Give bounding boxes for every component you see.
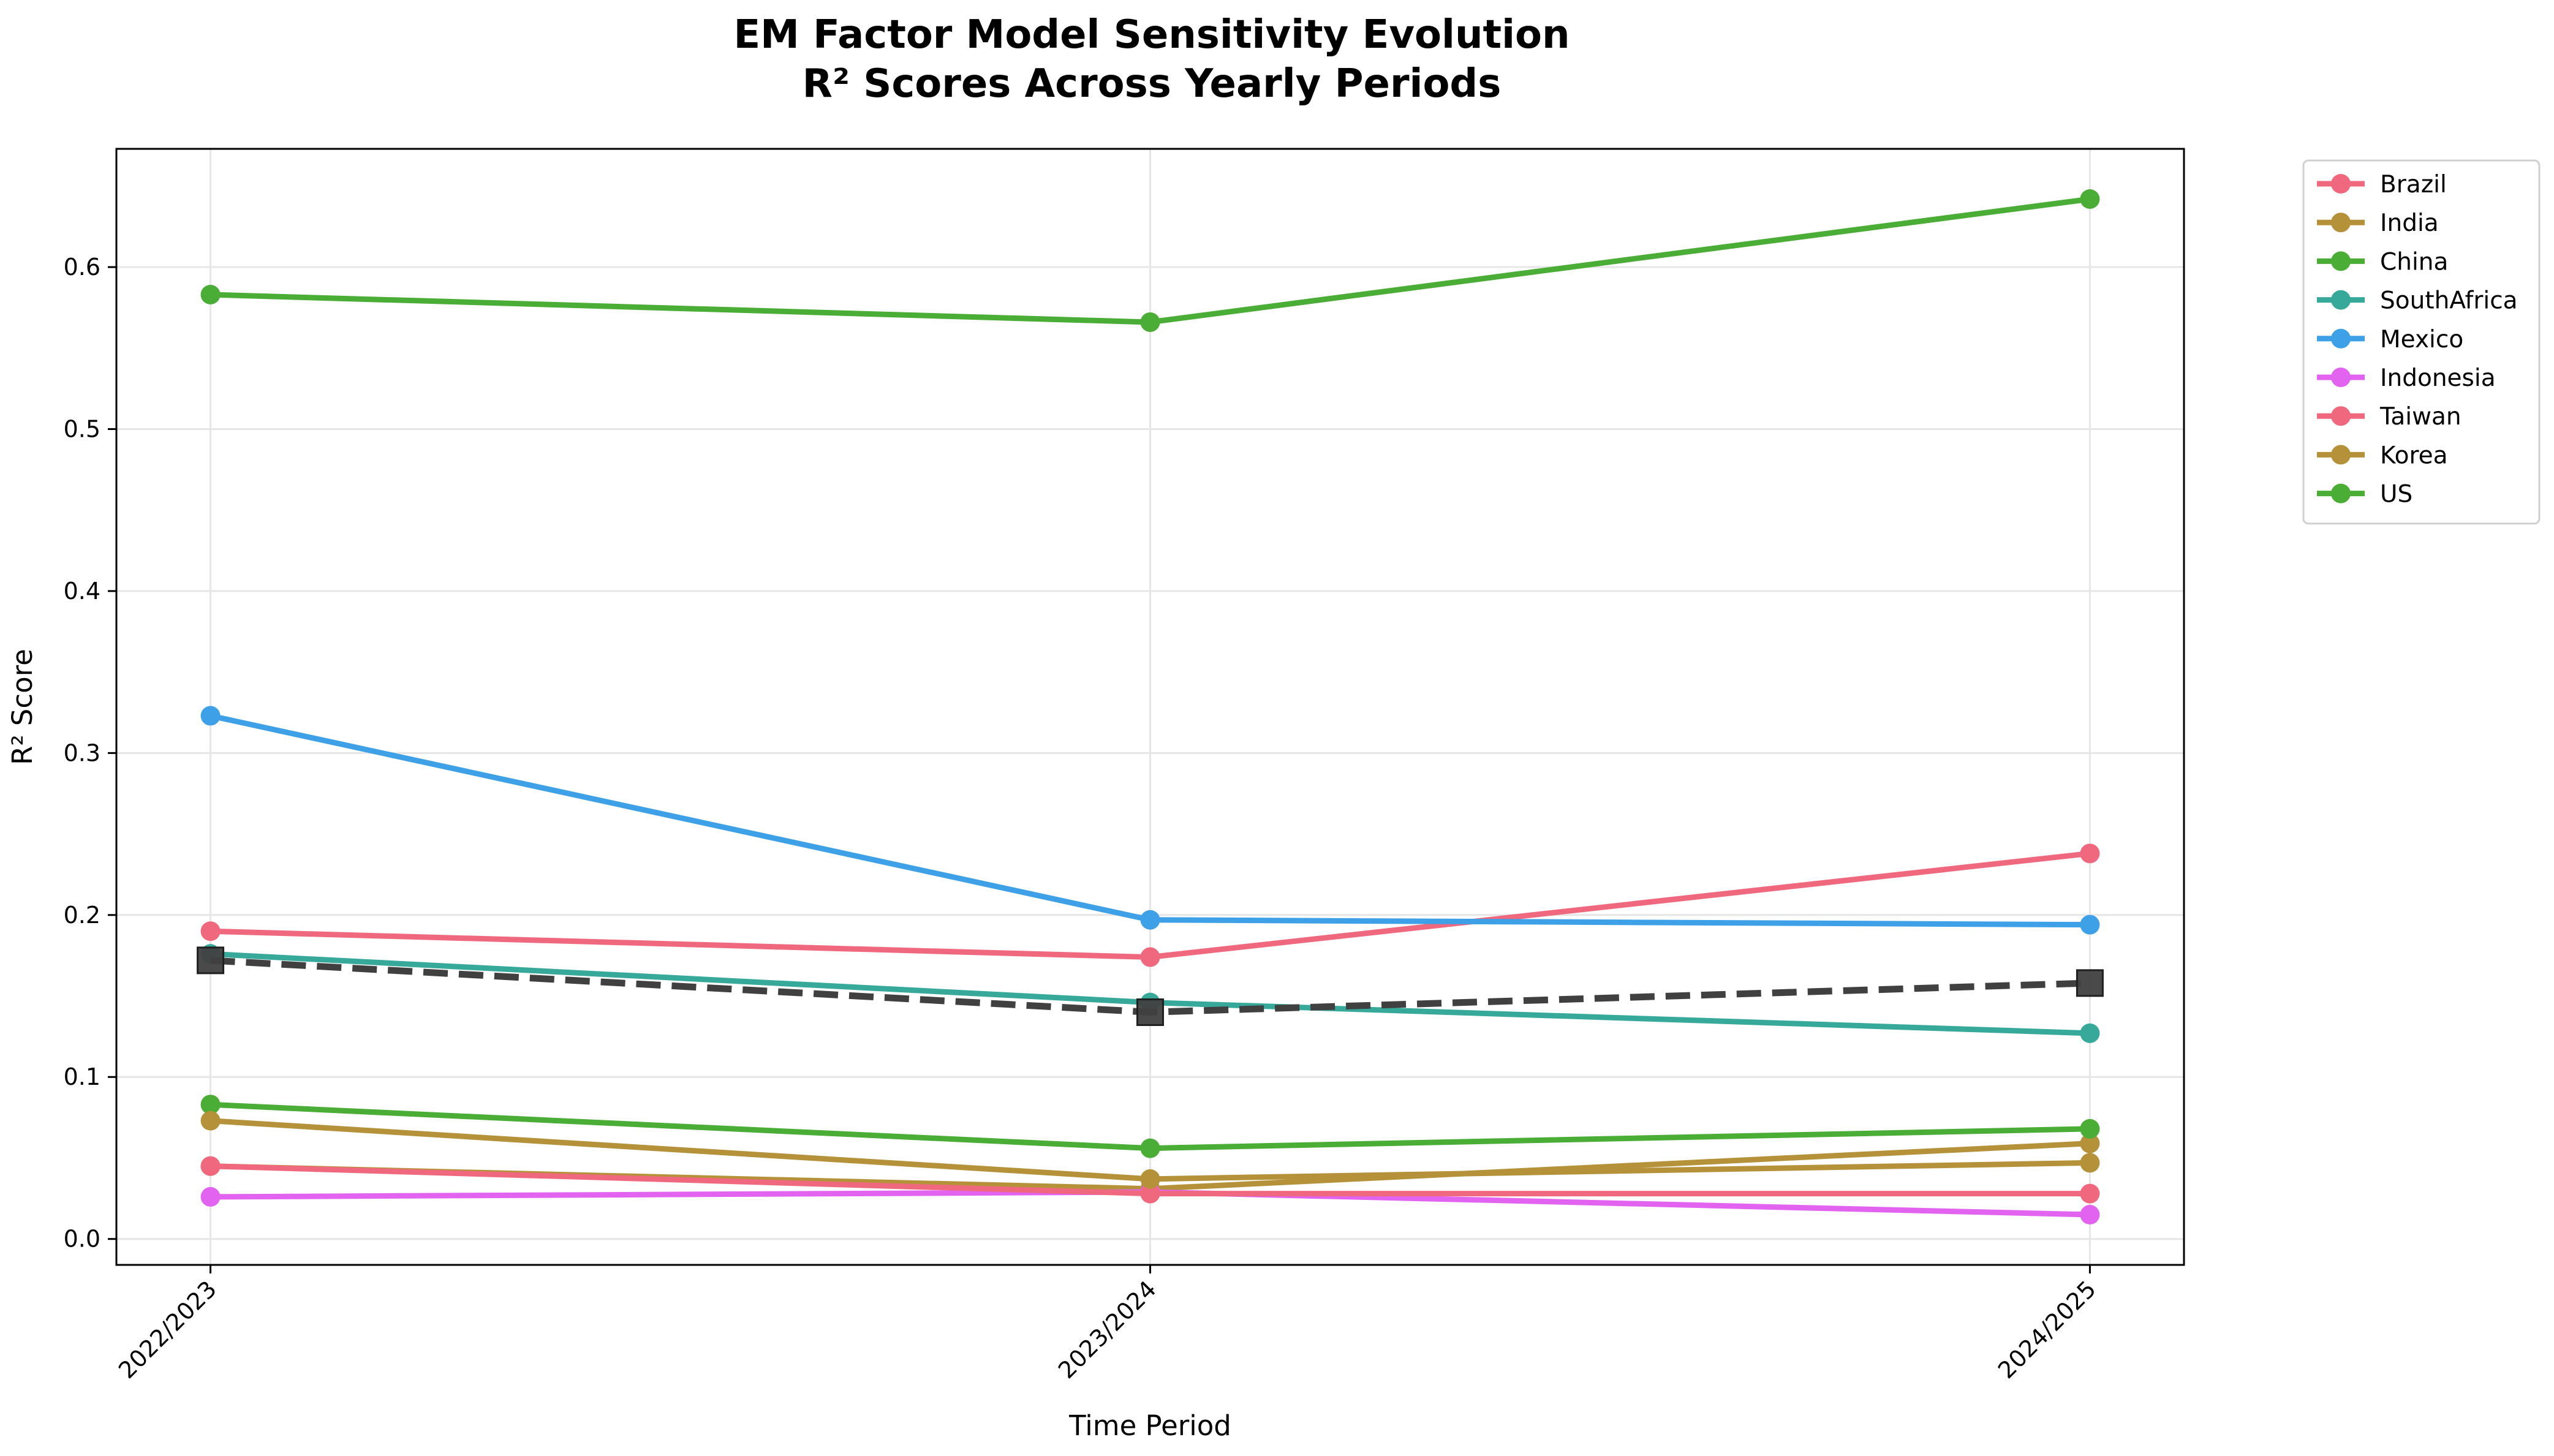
x-tick-label: 2023/2024 (1053, 1275, 1162, 1384)
chart-title: EM Factor Model Sensitivity Evolution (733, 12, 1570, 58)
legend-marker (2331, 406, 2351, 426)
data-point (2080, 915, 2100, 935)
data-point (200, 1156, 221, 1176)
x-tick-label: 2024/2025 (1993, 1275, 2101, 1384)
legend-marker (2331, 328, 2351, 349)
y-tick-label: 0.0 (64, 1226, 100, 1253)
legend-label: India (2380, 209, 2439, 237)
y-tick-label: 0.1 (64, 1063, 100, 1090)
legend-label: Korea (2380, 442, 2448, 469)
data-point (1140, 1183, 1160, 1204)
data-point (200, 1186, 221, 1207)
legend-item: US (2317, 481, 2412, 508)
legend-marker (2331, 290, 2351, 310)
data-point (200, 706, 221, 726)
legend-label: Indonesia (2380, 364, 2496, 392)
data-point (1140, 910, 1160, 930)
series-lines (200, 189, 2100, 1225)
series-mexico (200, 706, 2100, 935)
data-point (2080, 1118, 2100, 1139)
data-point (200, 921, 221, 941)
chart-subtitle: R² Scores Across Yearly Periods (803, 61, 1502, 107)
data-point (2080, 1133, 2100, 1153)
legend-label: US (2380, 481, 2412, 508)
average-marker (197, 946, 225, 975)
legend-label: SouthAfrica (2380, 287, 2518, 315)
legend-marker (2331, 445, 2351, 465)
series-korea (200, 1111, 2100, 1189)
legend-marker (2331, 483, 2351, 504)
x-tick-label: 2022/2023 (113, 1275, 222, 1384)
y-tick-label: 0.2 (64, 902, 100, 929)
data-point (200, 1111, 221, 1131)
series-china (200, 1095, 2100, 1158)
legend-item: Brazil (2317, 171, 2447, 198)
data-point (1140, 1138, 1160, 1158)
legend-item: China (2317, 248, 2448, 276)
average-marker (1136, 998, 1164, 1026)
legend-item: Taiwan (2317, 403, 2461, 431)
legend-item: India (2317, 209, 2439, 237)
series-taiwan (200, 1156, 2100, 1204)
legend-item: Mexico (2317, 326, 2463, 353)
legend-marker (2331, 213, 2351, 233)
axes: 0.0 0.1 0.2 0.3 0.4 0.5 0.6 2022/2023 2023/2024 2… (64, 254, 2101, 1384)
legend-box (2302, 159, 2541, 525)
y-tick-label: 0.4 (64, 578, 100, 605)
legend-label: Taiwan (2379, 403, 2461, 431)
grid (116, 149, 2184, 1265)
legend-label: China (2380, 248, 2448, 276)
average-line-group (197, 946, 2104, 1026)
legend-marker (2331, 251, 2351, 271)
legend-marker (2331, 174, 2351, 194)
y-tick-label: 0.6 (64, 254, 100, 281)
series-us (200, 189, 2100, 332)
data-point (2080, 1153, 2100, 1173)
data-point (2080, 189, 2100, 209)
data-point (2080, 1023, 2100, 1043)
legend-item: SouthAfrica (2317, 287, 2518, 315)
legend-label: Brazil (2380, 171, 2447, 198)
legend-marker (2331, 368, 2351, 387)
legend-item: Korea (2317, 442, 2448, 469)
y-axis-label: R² Score (6, 649, 39, 765)
series-brazil (200, 843, 2100, 967)
data-point (2080, 843, 2100, 864)
data-point (2080, 1183, 2100, 1204)
data-point (200, 1095, 221, 1115)
y-tick-label: 0.3 (64, 739, 100, 766)
legend-label: Mexico (2380, 326, 2463, 353)
data-point (1140, 947, 1160, 967)
legend-item: Indonesia (2317, 364, 2496, 392)
y-tick-label: 0.5 (64, 415, 100, 442)
data-point (1140, 1169, 1160, 1189)
data-point (1140, 312, 1160, 332)
x-axis-label: Time Period (1068, 1409, 1231, 1442)
data-point (2080, 1205, 2100, 1225)
legend: Brazil India China SouthAfrica Mexico Indones… (2302, 159, 2541, 525)
average-marker (2076, 969, 2104, 997)
data-point (200, 284, 221, 304)
